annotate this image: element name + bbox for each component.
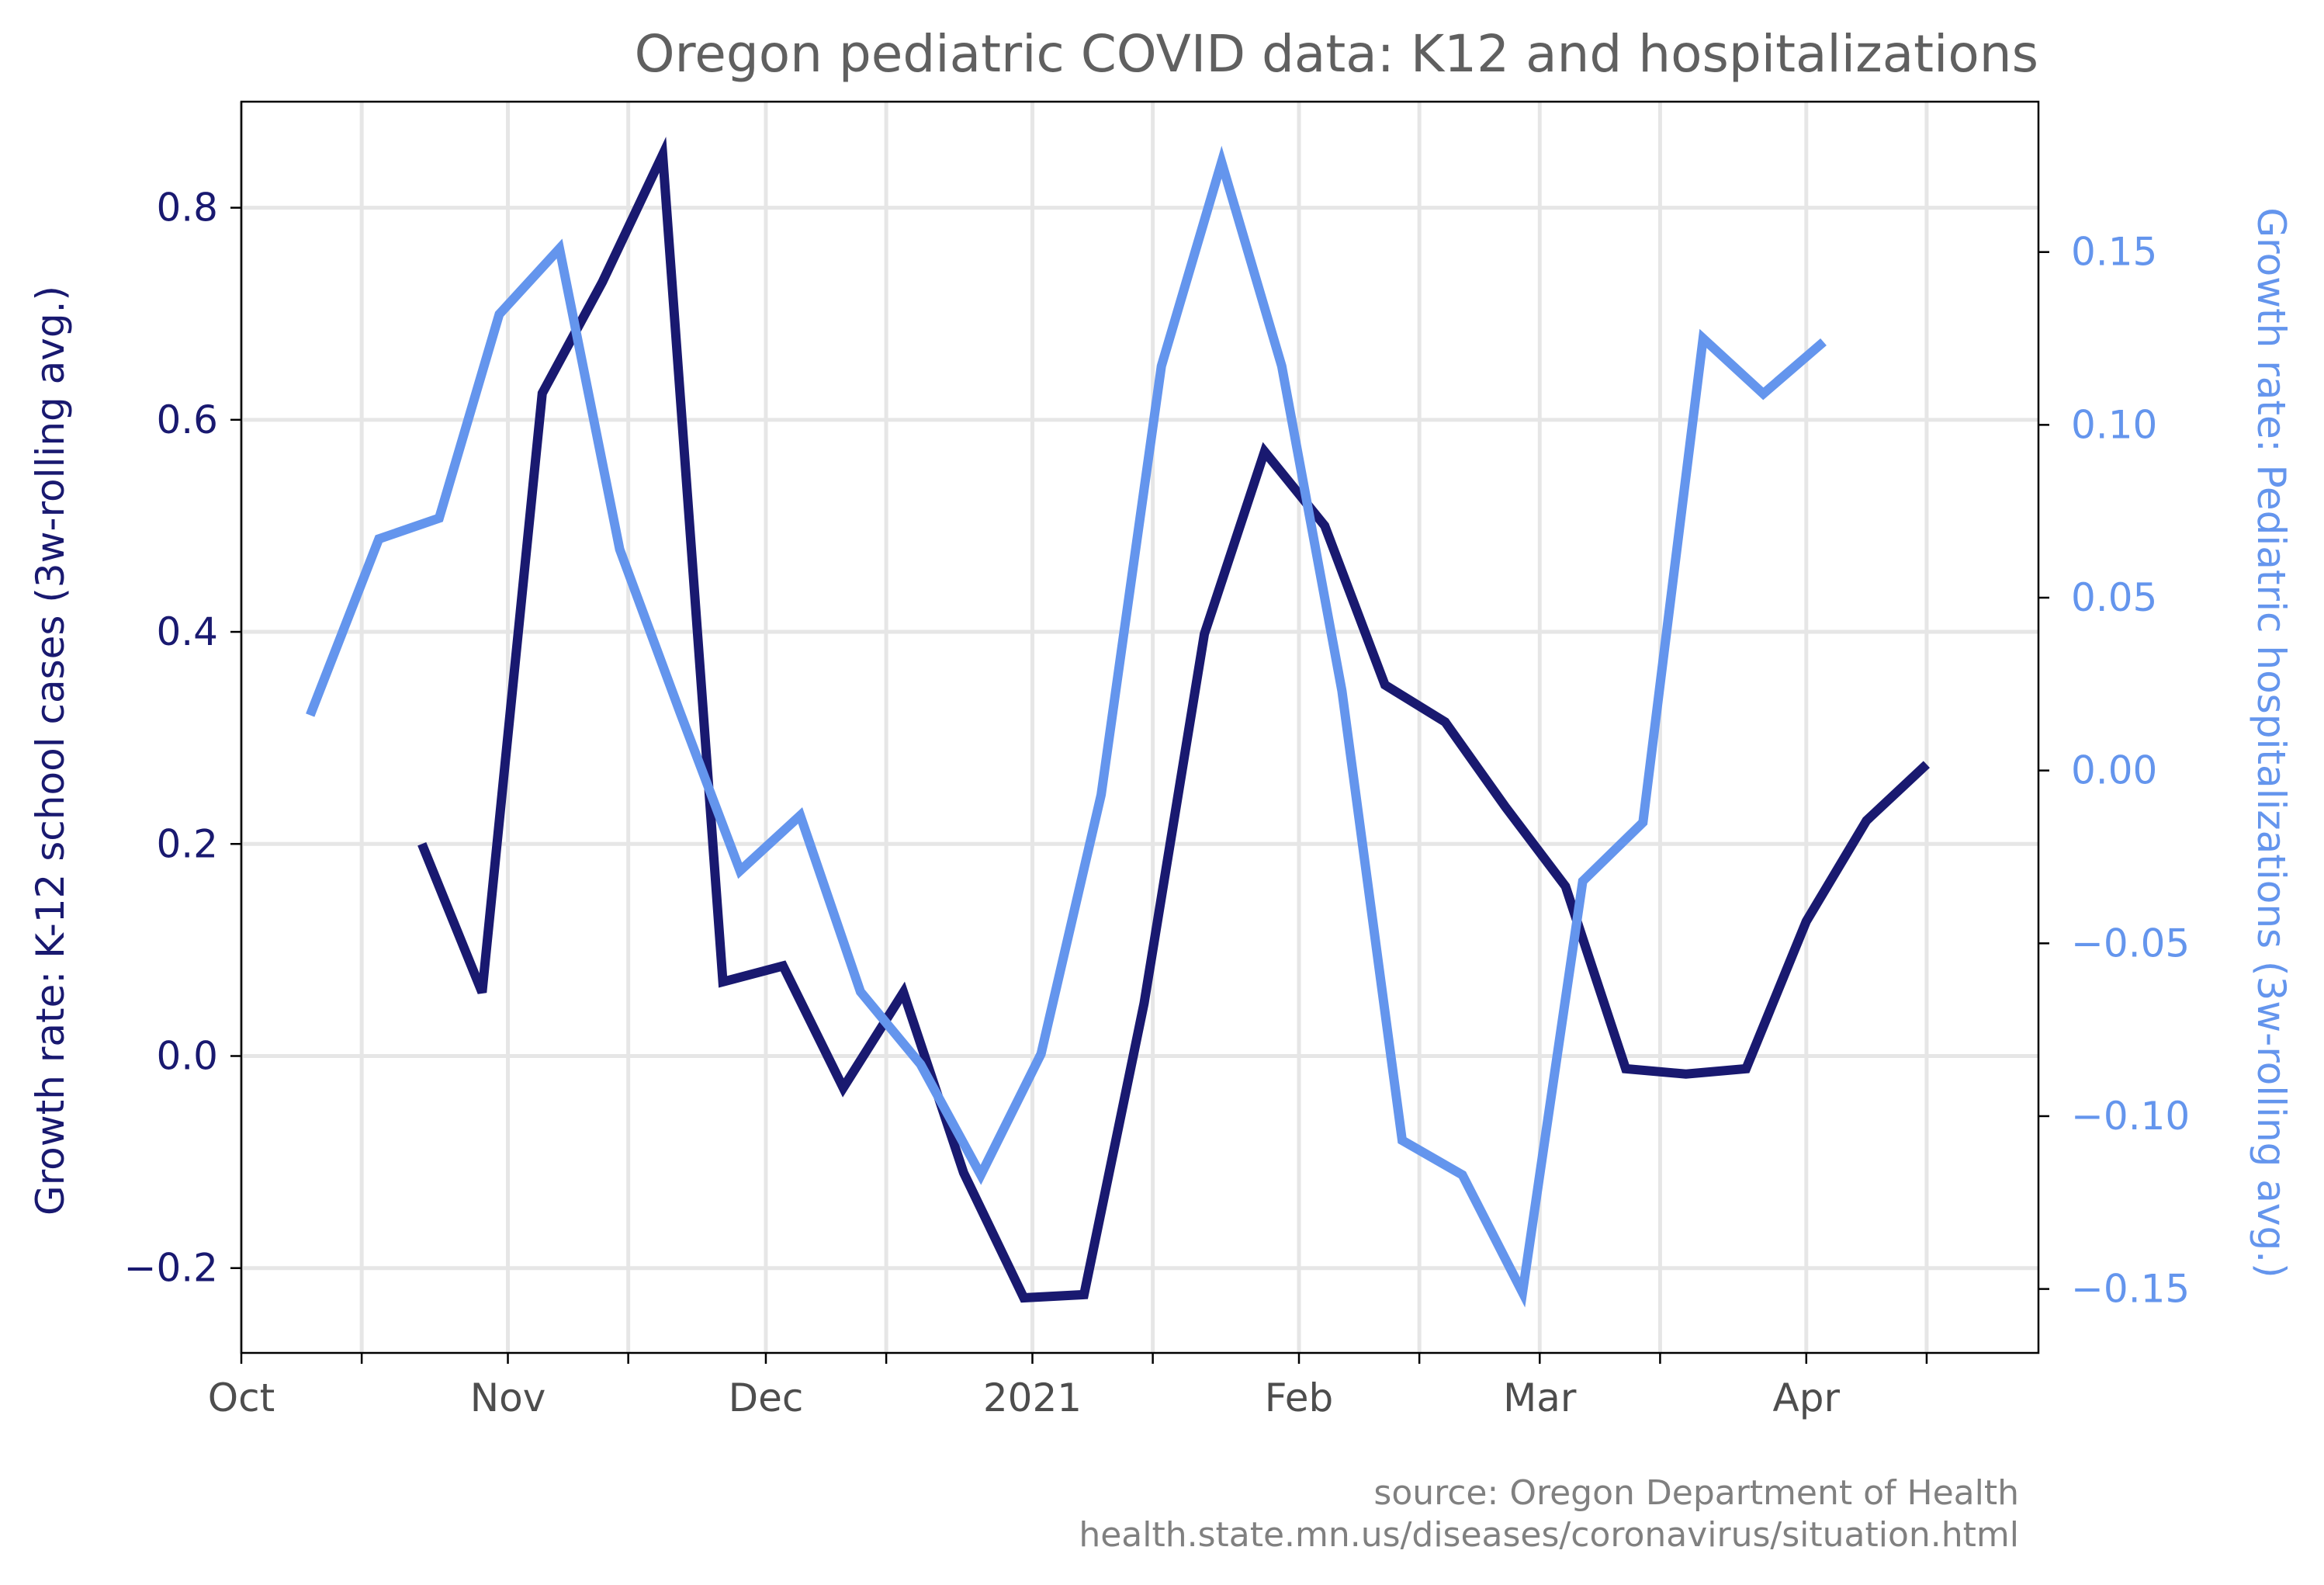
left-tick-label: 0.0 — [156, 1033, 218, 1078]
hospitalizations-line — [306, 145, 1827, 1308]
right-tick-label: 0.10 — [2071, 402, 2157, 447]
left-axis-label: Growth rate: K-12 school cases (3w-rolli… — [28, 286, 73, 1216]
right-tick-label: 0.05 — [2071, 575, 2157, 620]
left-tick-label: 0.6 — [156, 397, 218, 442]
left-tick-label: 0.4 — [156, 609, 218, 654]
plot-frame — [240, 100, 2040, 1354]
x-tick-label: Apr — [1773, 1375, 1841, 1420]
left-tick-label: −0.2 — [124, 1246, 218, 1291]
right-tick-label: 0.15 — [2071, 230, 2157, 275]
right-tick-label: −0.05 — [2071, 921, 2190, 966]
right-tick-label: −0.10 — [2071, 1094, 2190, 1139]
x-tick-label: Nov — [470, 1375, 546, 1420]
x-tick-label: 2021 — [983, 1375, 1082, 1420]
left-tick-label: 0.2 — [156, 821, 218, 866]
right-tick-label: −0.15 — [2071, 1267, 2190, 1312]
source-line-2: health.state.mn.us/diseases/coronavirus/… — [1079, 1515, 2019, 1555]
grid — [239, 102, 2038, 1353]
x-tick-label: Mar — [1503, 1375, 1577, 1420]
ticks: −0.2 0.0 0.2 0.4 0.6 0.8 −0.15 −0.10 −0.05 0.00 0.… — [124, 186, 2191, 1420]
source-line-1: source: Oregon Department of Health — [1373, 1473, 2019, 1513]
right-tick-label: 0.00 — [2071, 748, 2157, 793]
series-lines — [306, 137, 1930, 1308]
k12-cases-line — [417, 137, 1930, 1303]
x-tick-label: Feb — [1265, 1375, 1334, 1420]
right-axis-label: Growth rate: Pediatric hospitalizations … — [2249, 207, 2294, 1278]
left-tick-label: 0.8 — [156, 186, 218, 231]
x-tick-label: Oct — [208, 1375, 275, 1420]
chart-title: Oregon pediatric COVID data: K12 and hos… — [635, 24, 2038, 84]
x-tick-label: Dec — [729, 1375, 804, 1420]
